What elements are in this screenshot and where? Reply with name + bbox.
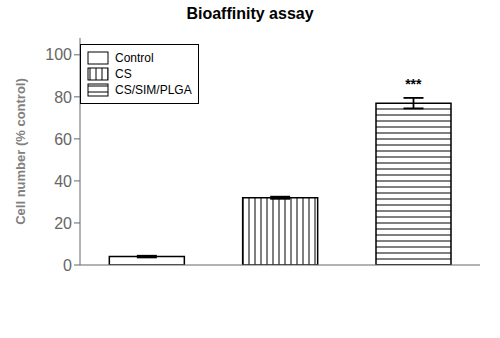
svg-text:Cell number (% control): Cell number (% control): [13, 78, 28, 225]
svg-text:40: 40: [54, 173, 72, 190]
svg-text:80: 80: [54, 89, 72, 106]
svg-text:0: 0: [63, 257, 72, 274]
svg-text:***: ***: [405, 76, 422, 92]
svg-text:100: 100: [45, 46, 72, 63]
html-text:Bioaffinity assay: Bioaffinity assay: [186, 5, 314, 22]
html-text:CS/SIM/PLGA: CS/SIM/PLGA: [115, 83, 192, 97]
svg-text:20: 20: [54, 215, 72, 232]
svg-text:60: 60: [54, 131, 72, 148]
html-text:Control: Control: [115, 51, 154, 65]
html-text:CS: CS: [115, 67, 132, 81]
